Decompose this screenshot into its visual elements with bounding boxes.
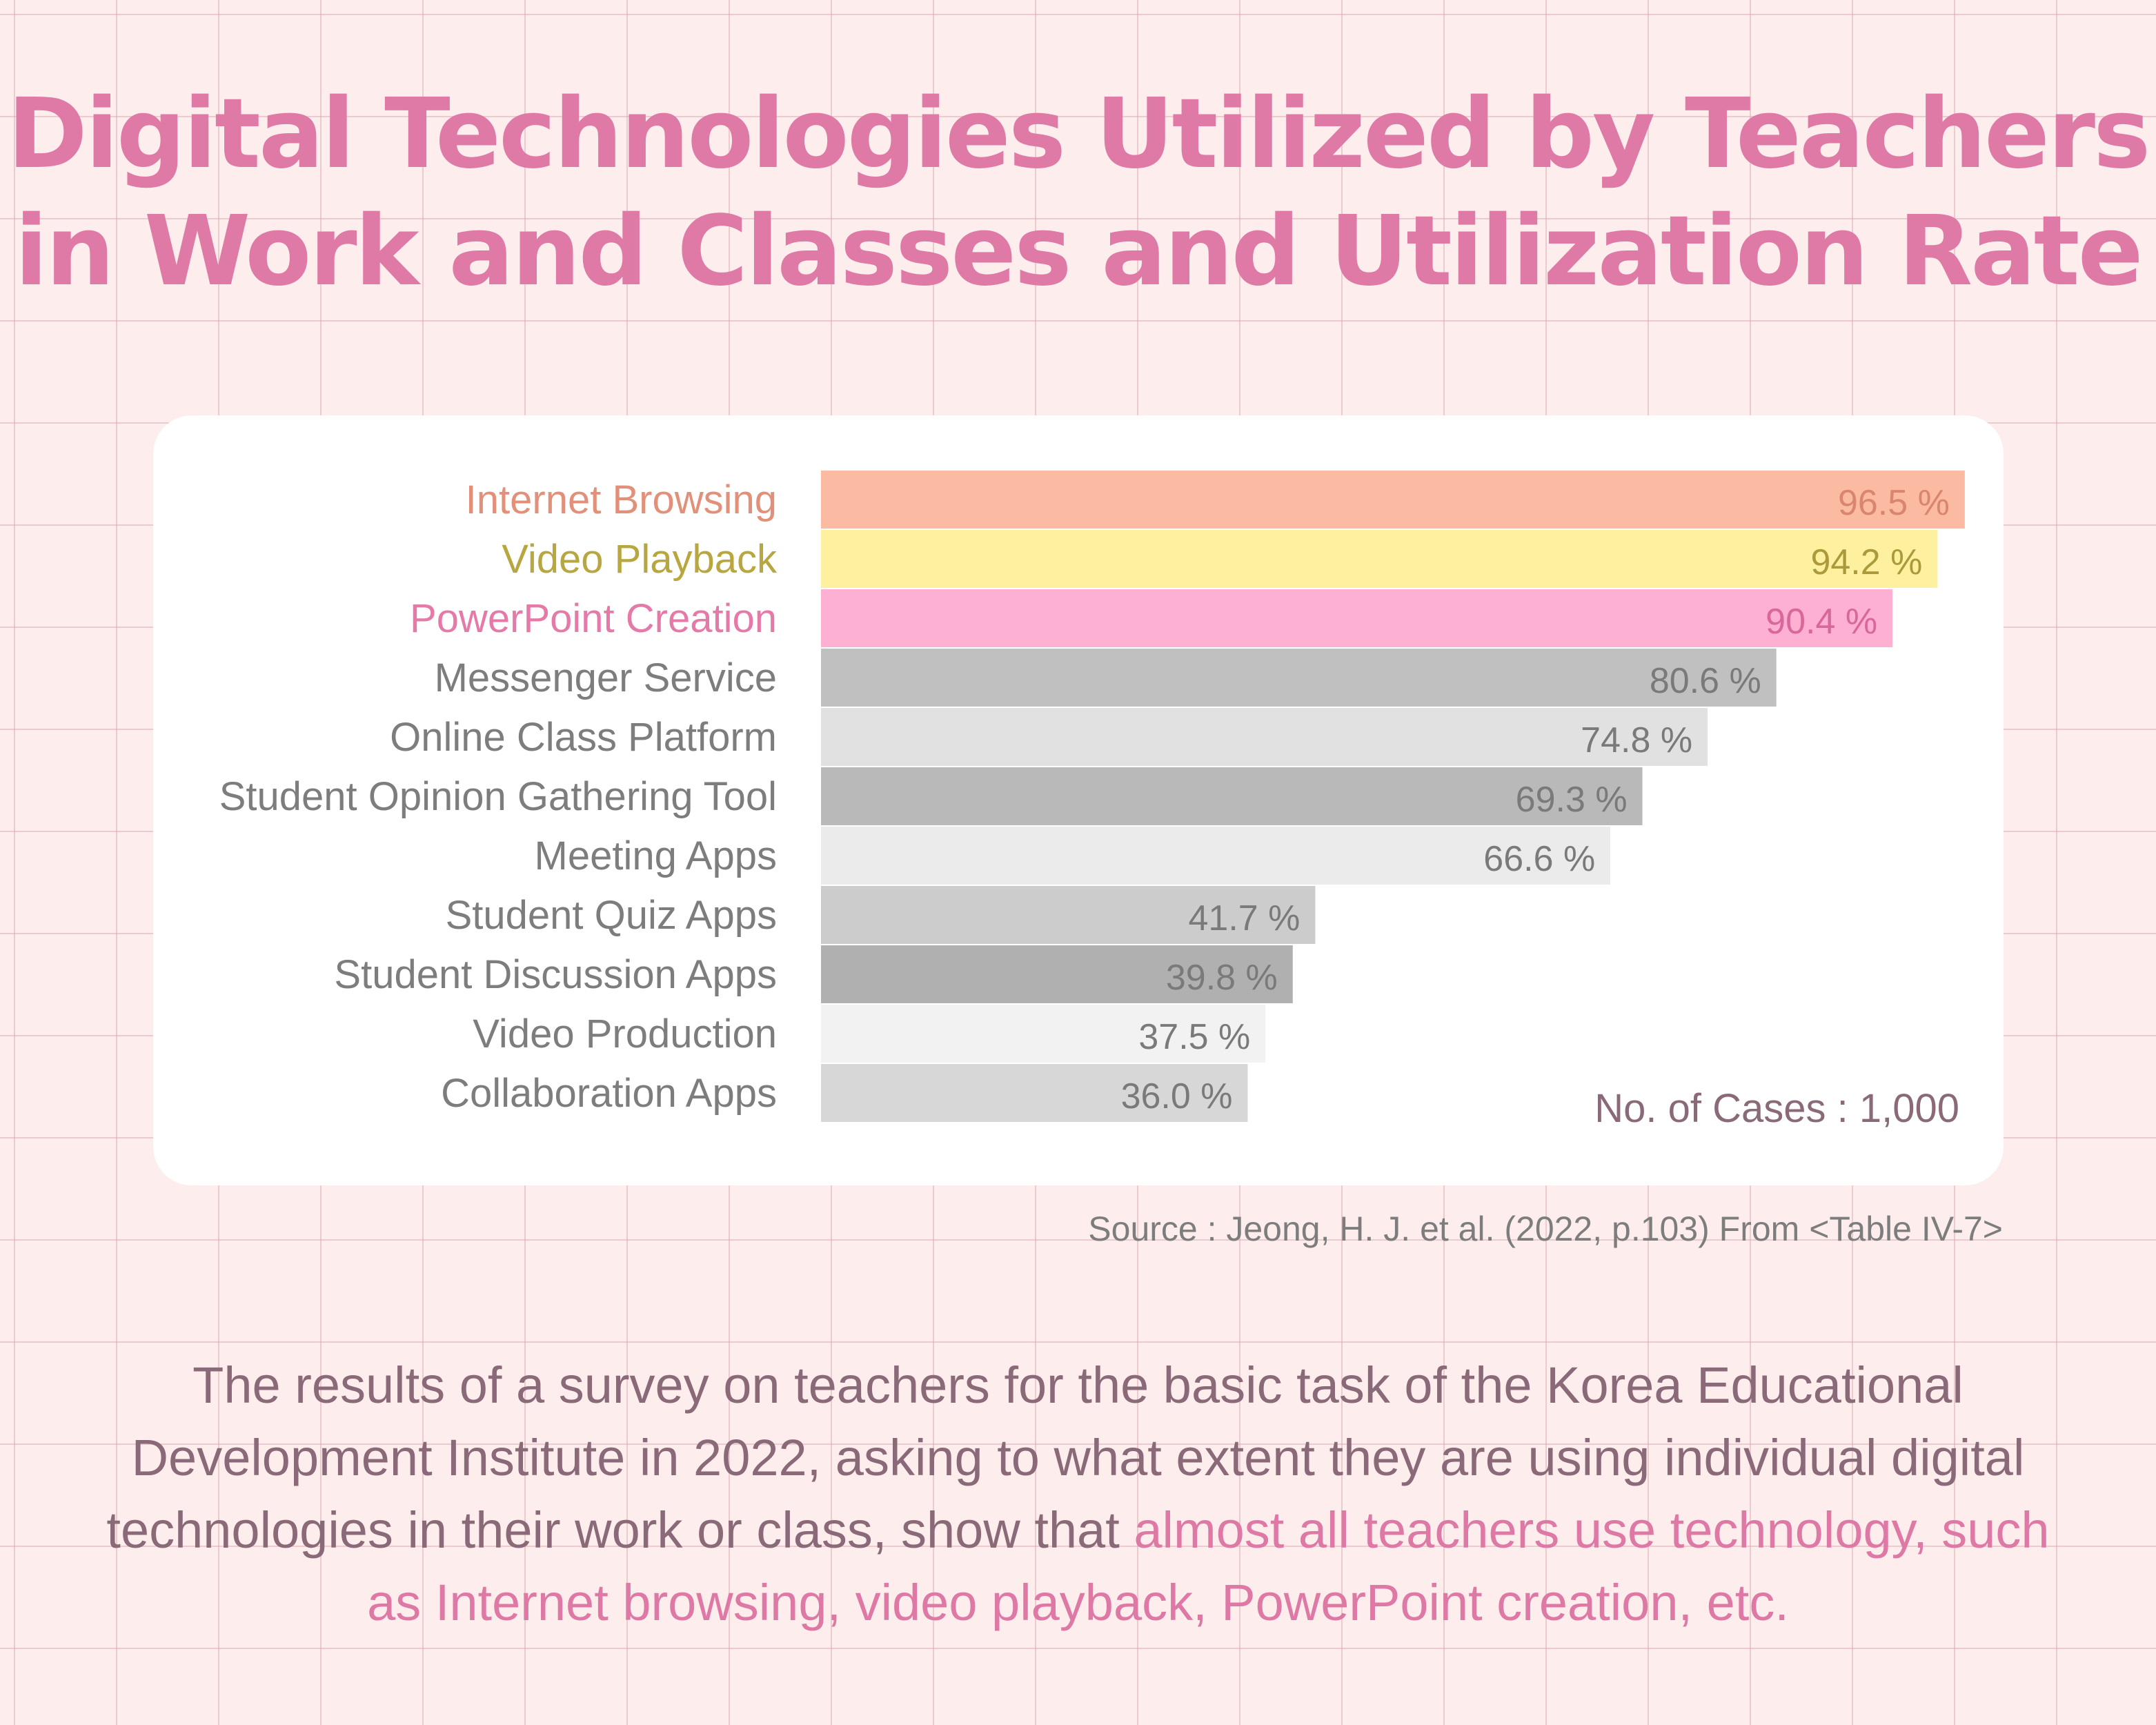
bar-chart: Internet Browsing 96.5 % Video Playback 94.…: [219, 471, 1965, 1131]
value-label: 36.0 %: [1121, 1076, 1233, 1116]
description: The results of a survey on teachers for …: [103, 1349, 2053, 1639]
page-title-line-2: in Work and Classes and Utilization Rate: [14, 195, 2143, 308]
category-label: Student Quiz Apps: [446, 893, 777, 938]
value-label: 74.8 %: [1581, 720, 1692, 760]
chart-card: Internet Browsing 96.5 % Video Playback 94.…: [153, 415, 2004, 1185]
value-label: 96.5 %: [1838, 483, 1950, 523]
sample-size-note: No. of Cases : 1,000: [1594, 1086, 1959, 1131]
value-label: 41.7 %: [1189, 898, 1300, 938]
category-label: Student Discussion Apps: [334, 952, 777, 997]
category-label: Online Class Platform: [390, 715, 777, 760]
bar: [821, 1005, 1266, 1063]
value-label: 66.6 %: [1483, 839, 1595, 879]
value-label: 39.8 %: [1166, 958, 1278, 998]
bar: [821, 1064, 1248, 1122]
category-label: Meeting Apps: [535, 834, 777, 878]
value-label: 69.3 %: [1516, 780, 1628, 820]
category-label: Messenger Service: [435, 656, 777, 700]
value-label: 80.6 %: [1650, 661, 1761, 701]
value-label: 37.5 %: [1138, 1017, 1250, 1057]
bar: [821, 471, 1965, 529]
bar: [821, 767, 1643, 825]
category-label: Internet Browsing: [466, 477, 777, 522]
bar: [821, 945, 1293, 1003]
page-title-line-1: Digital Technologies Utilized by Teacher…: [7, 78, 2151, 190]
page-title: Digital Technologies Utilized by Teacher…: [0, 76, 2156, 310]
category-label: Collaboration Apps: [441, 1071, 777, 1116]
category-label: Video Playback: [502, 537, 778, 582]
description-highlight: almost all teachers use technology, such…: [367, 1501, 2050, 1631]
bar: [821, 589, 1893, 647]
category-label: Video Production: [473, 1012, 777, 1056]
value-label: 90.4 %: [1766, 602, 1877, 642]
bar: [821, 649, 1777, 707]
bar: [821, 886, 1316, 944]
category-label: Student Opinion Gathering Tool: [219, 774, 777, 819]
bar: [821, 708, 1708, 766]
bar: [821, 827, 1611, 885]
category-label: PowerPoint Creation: [410, 596, 777, 641]
description-text: The results of a survey on teachers for …: [106, 1357, 2025, 1559]
source-citation: Source : Jeong, H. J. et al. (2022, p.10…: [1088, 1210, 2003, 1248]
bar: [821, 530, 1938, 588]
value-label: 94.2 %: [1810, 542, 1922, 582]
